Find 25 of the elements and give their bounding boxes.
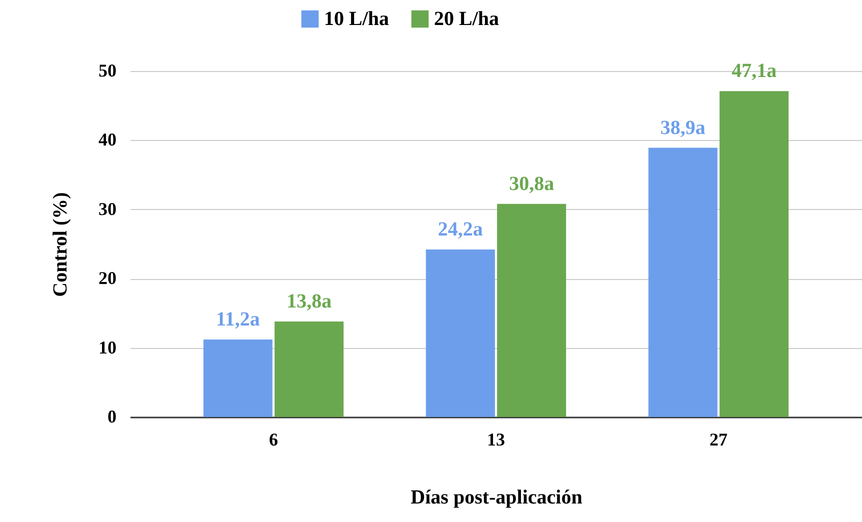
- legend-label: 20 L/ha: [434, 8, 500, 30]
- data-label: 38,9a: [660, 116, 706, 139]
- bar: [648, 148, 718, 417]
- bar: [497, 204, 566, 417]
- legend-label: 10 L/ha: [324, 8, 390, 30]
- y-axis-title: Control (%): [50, 192, 72, 297]
- y-tick-label: 30: [98, 198, 116, 219]
- data-label: 13,8a: [286, 290, 332, 313]
- y-tick-label: 50: [98, 60, 116, 80]
- bar: [720, 91, 789, 417]
- bar: [274, 322, 344, 417]
- bar: [426, 250, 495, 417]
- y-tick-label: 20: [98, 268, 116, 288]
- y-tick-label: 10: [98, 337, 116, 358]
- y-tick-label: 0: [108, 406, 116, 426]
- data-label: 24,2a: [438, 218, 483, 241]
- x-axis-title: Días post-aplicación: [410, 486, 582, 508]
- data-label: 11,2a: [216, 308, 260, 330]
- x-tick-label: 6: [269, 430, 278, 450]
- bar: [203, 339, 272, 417]
- x-tick-label: 27: [709, 430, 728, 450]
- y-tick-label: 40: [98, 130, 116, 150]
- data-label: 30,8a: [509, 172, 554, 195]
- data-label: 47,1a: [732, 60, 777, 82]
- x-tick-label: 13: [487, 430, 505, 450]
